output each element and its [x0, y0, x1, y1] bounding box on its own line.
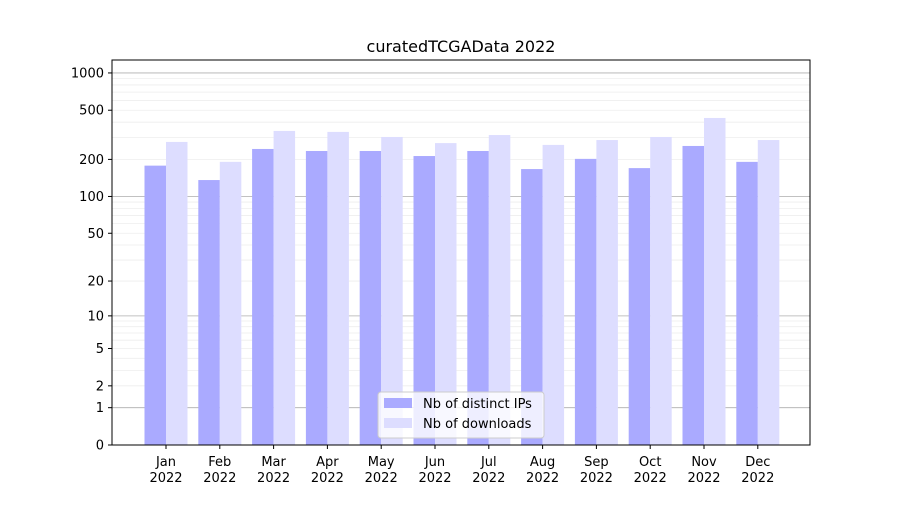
bar-distinct-ips [305, 150, 328, 445]
y-tick-label: 5 [96, 342, 104, 357]
x-tick-label: 2022 [203, 471, 236, 486]
x-tick-label: 2022 [580, 471, 613, 486]
bar-distinct-ips [144, 165, 166, 445]
bar-downloads [488, 135, 511, 445]
axes-frame [111, 59, 811, 446]
bar-downloads [381, 136, 403, 445]
legend: Nb of distinct IPs Nb of downloads [377, 391, 545, 439]
y-tick-label: 0 [96, 439, 104, 454]
y-tick-label: 50 [87, 227, 104, 242]
x-tick-label: Nov [691, 455, 717, 470]
bar-distinct-ips [574, 158, 597, 446]
y-tick-label: 200 [79, 153, 104, 168]
y-tick-label: 1 [96, 401, 104, 416]
bar-downloads [219, 161, 242, 445]
bar-distinct-ips [682, 145, 704, 445]
y-tick-label: 2 [96, 379, 104, 394]
bar-distinct-ips [628, 168, 651, 446]
x-tick-label: Mar [261, 455, 286, 470]
bar-downloads [542, 144, 565, 446]
bar-distinct-ips [521, 169, 543, 445]
chart-title: curatedTCGAData 2022 [367, 37, 556, 56]
x-tick-label: May [368, 455, 395, 470]
bar-distinct-ips [359, 150, 382, 445]
bar-downloads [596, 140, 618, 445]
bar-downloads [273, 130, 296, 445]
x-tick-label: 2022 [257, 471, 290, 486]
x-tick-label: 2022 [741, 471, 774, 486]
x-tick-label: Jun [424, 455, 445, 470]
legend-swatch [384, 418, 412, 428]
x-tick-label: 2022 [418, 471, 451, 486]
bar-downloads [166, 141, 188, 445]
bar-distinct-ips [198, 180, 220, 446]
x-tick-label: 2022 [634, 471, 667, 486]
y-tick-label: 20 [87, 275, 104, 290]
bar-distinct-ips [467, 150, 489, 445]
legend-box [377, 391, 545, 439]
y-tick-label: 1000 [71, 66, 104, 81]
x-tick-label: 2022 [149, 471, 182, 486]
x-tick-label: Sep [584, 455, 609, 470]
x-tick-label: Oct [639, 455, 661, 470]
x-tick-label: Jan [155, 455, 176, 470]
bar-downloads [327, 131, 349, 445]
y-tick-label: 500 [79, 104, 104, 119]
x-tick-label: 2022 [526, 471, 559, 486]
x-tick-label: Dec [745, 455, 770, 470]
bar-downloads [757, 140, 780, 445]
y-tick-label: 10 [87, 309, 104, 324]
legend-swatch [384, 398, 412, 408]
x-tick-label: Apr [316, 455, 339, 470]
bar-distinct-ips [413, 156, 435, 445]
x-tick-label: Jul [480, 455, 497, 470]
legend-label: Nb of downloads [423, 417, 532, 432]
x-tick-label: 2022 [311, 471, 344, 486]
x-tick-label: 2022 [365, 471, 398, 486]
x-tick-label: 2022 [687, 471, 720, 486]
bar-distinct-ips [736, 161, 758, 445]
bar-downloads [704, 117, 726, 446]
x-tick-label: Feb [208, 455, 231, 470]
x-tick-label: Aug [530, 455, 555, 470]
y-tick-label: 100 [79, 190, 104, 205]
legend-label: Nb of distinct IPs [423, 397, 532, 412]
bar-distinct-ips [252, 148, 274, 445]
bar-downloads [435, 143, 457, 445]
x-tick-label: 2022 [472, 471, 505, 486]
bar-downloads [650, 136, 672, 445]
